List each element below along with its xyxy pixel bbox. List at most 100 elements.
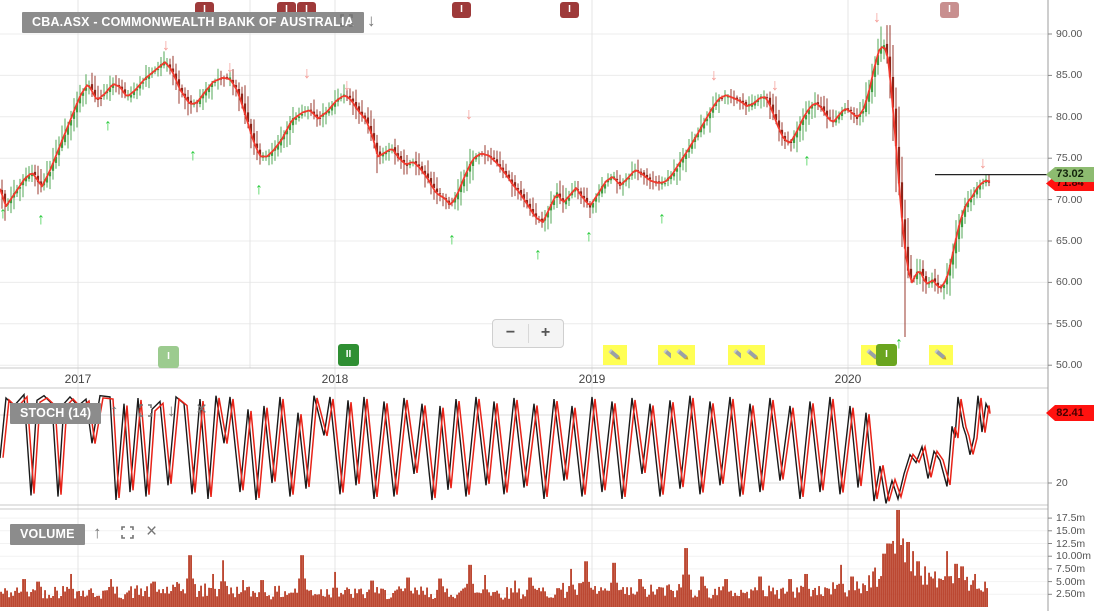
volume-axis-label: 7.50m bbox=[1056, 562, 1086, 575]
sell-signal-arrow-icon: ↓ bbox=[979, 155, 987, 172]
candle-body bbox=[837, 115, 841, 120]
volume-bar bbox=[912, 551, 914, 607]
volume-axis-label: 2.50m bbox=[1056, 588, 1086, 601]
volume-bar bbox=[114, 593, 116, 607]
drawing-annotation-icon[interactable] bbox=[741, 345, 765, 365]
candle-body bbox=[393, 147, 397, 154]
volume-bar bbox=[330, 597, 332, 607]
period-marker-badge[interactable]: II bbox=[338, 344, 359, 366]
volume-bar bbox=[282, 596, 284, 607]
volume-bar bbox=[262, 580, 264, 607]
volume-bar bbox=[898, 509, 900, 607]
candle-body bbox=[495, 159, 499, 164]
candle-body bbox=[873, 65, 877, 77]
candle-body bbox=[942, 284, 946, 289]
volume-bar bbox=[222, 560, 224, 607]
volume-bar bbox=[376, 587, 378, 607]
volume-bar bbox=[638, 579, 640, 607]
candle-body bbox=[552, 200, 556, 205]
volume-bar bbox=[518, 588, 520, 607]
volume-bar bbox=[256, 596, 258, 607]
candle-body bbox=[327, 110, 331, 114]
volume-bar bbox=[478, 592, 480, 607]
candle-body bbox=[876, 55, 880, 66]
fullscreen-icon[interactable] bbox=[121, 526, 134, 539]
candle-body bbox=[330, 105, 334, 111]
fullscreen-icon[interactable] bbox=[340, 14, 353, 27]
period-marker-badge[interactable]: I bbox=[876, 344, 897, 366]
volume-bar bbox=[782, 587, 784, 607]
volume-bar bbox=[70, 573, 72, 607]
candle-body bbox=[921, 268, 925, 277]
volume-bar bbox=[124, 594, 126, 607]
candle-body bbox=[660, 183, 664, 185]
zoom-out-button[interactable]: − bbox=[505, 324, 516, 341]
volume-bar bbox=[608, 590, 610, 607]
candle-body bbox=[900, 182, 904, 218]
volume-bar bbox=[394, 590, 396, 607]
candle-body bbox=[63, 134, 67, 143]
volume-bar bbox=[834, 588, 836, 607]
buy-signal-arrow-icon: ↑ bbox=[0, 205, 7, 222]
volume-bar bbox=[322, 595, 324, 607]
volume-bar bbox=[356, 593, 358, 607]
volume-bar bbox=[352, 597, 354, 607]
volume-bar bbox=[66, 586, 68, 607]
volume-bar bbox=[926, 584, 928, 607]
buy-signal-arrow-icon: ↑ bbox=[803, 152, 811, 169]
volume-bar bbox=[812, 589, 814, 607]
volume-bar bbox=[920, 575, 922, 607]
candle-body bbox=[120, 86, 124, 90]
volume-bar bbox=[428, 597, 430, 607]
volume-bar bbox=[818, 586, 820, 607]
move-panel-up-icon[interactable]: ↑ bbox=[110, 401, 119, 420]
volume-bar bbox=[142, 596, 144, 607]
volume-bar bbox=[36, 581, 38, 607]
candle-body bbox=[180, 87, 184, 93]
volume-bar bbox=[288, 593, 290, 607]
volume-bar bbox=[110, 579, 112, 607]
candle-body bbox=[309, 109, 313, 111]
candle-body bbox=[414, 161, 418, 164]
event-marker-badge[interactable]: I bbox=[940, 2, 959, 18]
move-panel-down-icon[interactable]: ↓ bbox=[367, 11, 376, 30]
candle-body bbox=[516, 187, 520, 190]
candle-body bbox=[840, 110, 844, 117]
event-marker-badge[interactable]: I bbox=[452, 2, 471, 18]
candle-body bbox=[735, 97, 739, 100]
zoom-in-button[interactable]: + bbox=[540, 324, 551, 341]
volume-bar bbox=[472, 583, 474, 607]
volume-bar bbox=[658, 586, 660, 607]
ma-line bbox=[0, 46, 991, 289]
volume-bar bbox=[304, 578, 306, 607]
close-panel-icon[interactable]: × bbox=[146, 521, 158, 542]
drawing-annotation-icon[interactable] bbox=[603, 345, 627, 365]
volume-bar bbox=[848, 590, 850, 607]
fullscreen-icon[interactable] bbox=[139, 404, 152, 417]
volume-bar bbox=[602, 590, 604, 607]
period-marker-badge[interactable]: I bbox=[158, 346, 179, 368]
volume-bar bbox=[866, 591, 868, 607]
volume-bar bbox=[916, 561, 918, 607]
volume-bar bbox=[408, 577, 410, 607]
move-panel-down-icon[interactable]: ↓ bbox=[167, 401, 176, 420]
candle-body bbox=[204, 89, 208, 96]
volume-bar bbox=[740, 589, 742, 607]
volume-bar bbox=[888, 543, 890, 607]
candle-body bbox=[627, 177, 631, 180]
move-panel-up-icon[interactable]: ↑ bbox=[93, 523, 102, 542]
drawing-annotation-icon[interactable] bbox=[929, 345, 953, 365]
event-marker-badge[interactable]: I bbox=[560, 2, 579, 18]
buy-signal-arrow-icon: ↑ bbox=[189, 147, 197, 164]
candle-body bbox=[528, 203, 532, 209]
volume-bar bbox=[274, 586, 276, 607]
volume-bar bbox=[910, 571, 912, 607]
candle-body bbox=[141, 82, 145, 84]
volume-bar bbox=[136, 585, 138, 607]
drawing-annotation-icon[interactable] bbox=[671, 345, 695, 365]
volume-bar bbox=[908, 541, 910, 607]
candle-body bbox=[924, 276, 928, 282]
close-panel-icon[interactable]: × bbox=[196, 399, 208, 420]
volume-bar bbox=[112, 586, 114, 607]
